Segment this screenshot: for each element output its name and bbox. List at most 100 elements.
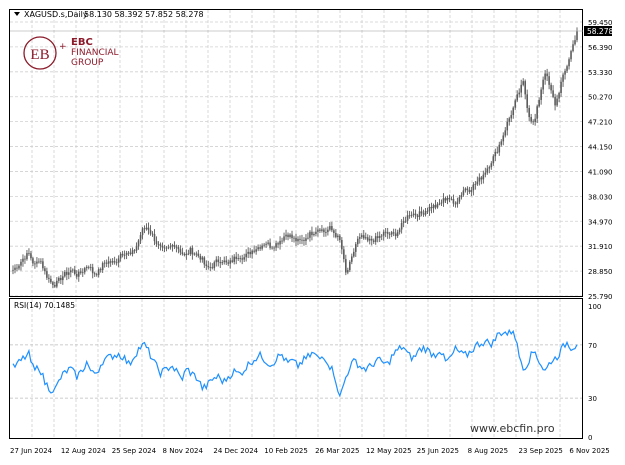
candle-body bbox=[22, 259, 24, 262]
candle-body bbox=[483, 175, 485, 180]
candle-body bbox=[48, 278, 50, 279]
candle-body bbox=[221, 262, 223, 263]
candle-body bbox=[12, 270, 14, 271]
candle-body bbox=[425, 211, 427, 215]
candle-body bbox=[180, 249, 182, 252]
candle-body bbox=[243, 257, 245, 259]
time-axis: 27 Jun 2024 12 Aug 2024 25 Sep 2024 8 Nov 2… bbox=[10, 447, 610, 455]
candle-body bbox=[510, 115, 512, 118]
candle-body bbox=[132, 250, 134, 254]
candle-body bbox=[479, 177, 481, 181]
candle-body bbox=[536, 106, 538, 118]
candle-body bbox=[373, 240, 375, 241]
candle-body bbox=[540, 89, 542, 99]
candle-body bbox=[106, 263, 108, 264]
candle-body bbox=[568, 59, 570, 66]
price-tick-label: 41.090 bbox=[588, 168, 613, 176]
candle-body bbox=[349, 262, 351, 270]
rsi-axis: 10070300 bbox=[588, 303, 601, 442]
candle-body bbox=[319, 230, 321, 231]
candle-body bbox=[174, 245, 176, 247]
candle-body bbox=[524, 81, 526, 94]
candle-body bbox=[353, 252, 355, 257]
candle-body bbox=[16, 268, 18, 269]
candle-body bbox=[42, 261, 44, 268]
candle-body bbox=[102, 263, 104, 270]
time-tick-label: 25 Sep 2024 bbox=[112, 447, 157, 455]
candle-body bbox=[245, 254, 247, 257]
candle-body bbox=[367, 237, 369, 240]
candle-body bbox=[399, 229, 401, 232]
candle-body bbox=[30, 253, 32, 258]
candle-body bbox=[576, 31, 578, 40]
candle-body bbox=[108, 261, 110, 263]
price-tick-label: 34.970 bbox=[588, 218, 613, 226]
triangle-down-icon[interactable] bbox=[14, 12, 20, 16]
candle-body bbox=[74, 270, 76, 274]
price-tick-label: 31.910 bbox=[588, 243, 613, 251]
candle-body bbox=[385, 232, 387, 233]
candle-body bbox=[206, 264, 208, 266]
candle-body bbox=[233, 257, 235, 262]
price-tick-label: 50.270 bbox=[588, 94, 613, 102]
candle-body bbox=[98, 269, 100, 275]
candle-body bbox=[275, 243, 277, 247]
candle-body bbox=[489, 167, 491, 168]
price-tick-label: 25.790 bbox=[588, 293, 613, 301]
candle-body bbox=[548, 76, 550, 85]
candle-body bbox=[166, 248, 168, 249]
candle-body bbox=[265, 244, 267, 245]
price-tick-label: 59.450 bbox=[588, 19, 613, 27]
candle-body bbox=[40, 261, 42, 262]
candle-body bbox=[467, 189, 469, 190]
candle-body bbox=[24, 259, 26, 260]
candle-body bbox=[363, 235, 365, 238]
candle-body bbox=[241, 258, 243, 259]
candle-body bbox=[110, 261, 112, 262]
candle-body bbox=[321, 229, 323, 230]
candle-body bbox=[331, 226, 333, 230]
candle-body bbox=[122, 254, 124, 255]
candle-body bbox=[172, 245, 174, 246]
price-tick-label: 53.330 bbox=[588, 69, 613, 77]
candle-body bbox=[142, 228, 144, 235]
candle-body bbox=[26, 253, 28, 259]
time-tick-label: 8 Aug 2025 bbox=[468, 447, 508, 455]
price-tick-label: 44.150 bbox=[588, 144, 613, 152]
candle-body bbox=[158, 244, 160, 245]
candle-body bbox=[494, 152, 496, 156]
price-tick-label: 47.210 bbox=[588, 119, 613, 127]
candle-body bbox=[379, 236, 381, 238]
ebc-logo: EB + EBC FINANCIAL GROUP bbox=[24, 37, 119, 69]
logo-brand-line1: EBC bbox=[71, 37, 93, 48]
symbol-label: XAGUSD.s,Daily bbox=[24, 10, 88, 19]
candle-body bbox=[86, 267, 88, 268]
candle-body bbox=[239, 258, 241, 259]
candle-body bbox=[269, 243, 271, 248]
candle-body bbox=[247, 252, 249, 254]
candle-body bbox=[211, 267, 213, 268]
candle-body bbox=[160, 244, 162, 246]
candle-body bbox=[136, 247, 138, 251]
candle-body bbox=[371, 239, 373, 241]
candle-body bbox=[429, 207, 431, 211]
candle-body bbox=[128, 253, 130, 254]
candle-body bbox=[325, 232, 327, 233]
candle-body bbox=[18, 266, 20, 269]
candle-body bbox=[327, 230, 329, 232]
rsi-tick-label: 70 bbox=[588, 342, 597, 350]
candle-body bbox=[225, 261, 227, 263]
candle-body bbox=[305, 238, 307, 241]
candle-body bbox=[417, 215, 419, 216]
candle-body bbox=[184, 254, 186, 255]
candle-body bbox=[14, 268, 16, 270]
candle-body bbox=[544, 74, 546, 80]
candle-body bbox=[259, 247, 261, 248]
candle-body bbox=[411, 215, 413, 216]
candle-body bbox=[96, 274, 98, 275]
candle-body bbox=[62, 276, 64, 280]
candle-body bbox=[200, 256, 202, 260]
candle-body bbox=[508, 118, 510, 121]
candle-body bbox=[257, 247, 259, 249]
